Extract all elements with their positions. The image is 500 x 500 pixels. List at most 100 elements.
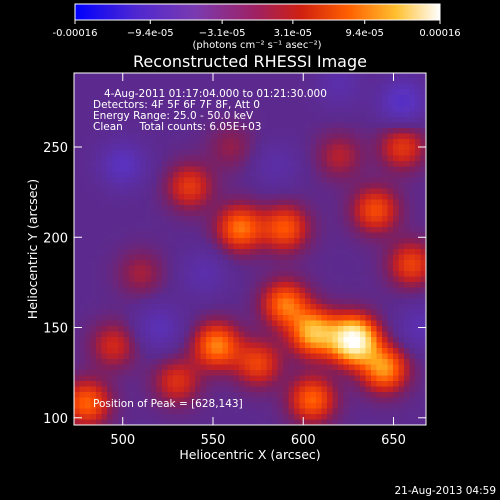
heatmap-cell [80,293,86,299]
heatmap-cell [349,365,355,371]
heatmap-cell [366,106,372,112]
heatmap-cell [206,392,212,398]
heatmap-cell [333,145,339,151]
heatmap-cell [173,271,179,277]
heatmap-cell [327,392,333,398]
heatmap-cell [410,112,416,118]
heatmap-cell [404,403,410,409]
heatmap-cell [151,161,157,167]
heatmap-cell [184,161,190,167]
heatmap-cell [278,178,284,184]
heatmap-cell [393,392,399,398]
heatmap-cell [151,365,157,371]
heatmap-cell [74,326,80,332]
heatmap-cell [267,376,273,382]
heatmap-cell [190,222,196,228]
heatmap-cell [415,216,421,222]
heatmap-cell [305,167,311,173]
heatmap-cell [267,370,273,376]
heatmap-cell [404,321,410,327]
heatmap-cell [410,310,416,316]
heatmap-cell [327,381,333,387]
heatmap-cell [195,365,201,371]
heatmap-cell [157,282,163,288]
heatmap-cell [311,244,317,250]
heatmap-cell [168,381,174,387]
heatmap-cell [311,73,317,79]
heatmap-cell [135,365,141,371]
heatmap-cell [278,337,284,343]
heatmap-cell [410,387,416,393]
heatmap-cell [135,79,141,85]
heatmap-cell [382,172,388,178]
heatmap-cell [206,79,212,85]
heatmap-cell [113,211,119,217]
heatmap-cell [393,354,399,360]
heatmap-cell [371,145,377,151]
heatmap-cell [162,156,168,162]
heatmap-cell [173,315,179,321]
heatmap-cell [256,359,262,365]
heatmap-cell [278,277,284,283]
heatmap-cell [399,337,405,343]
heatmap-cell [300,260,306,266]
heatmap-cell [80,260,86,266]
heatmap-cell [344,84,350,90]
heatmap-cell [393,200,399,206]
heatmap-cell [212,299,218,305]
heatmap-cell [360,310,366,316]
heatmap-cell [234,73,240,79]
heatmap-cell [201,304,207,310]
heatmap-cell [393,238,399,244]
heatmap-cell [96,370,102,376]
heatmap-cell [272,194,278,200]
heatmap-cell [129,304,135,310]
heatmap-cell [223,200,229,206]
heatmap-cell [305,370,311,376]
heatmap-cell [366,326,372,332]
heatmap-cell [234,376,240,382]
heatmap-cell [377,409,383,415]
heatmap-cell [140,288,146,294]
heatmap-cell [410,359,416,365]
heatmap-cell [74,332,80,338]
heatmap-cell [179,310,185,316]
heatmap-cell [124,139,130,145]
heatmap-cell [162,260,168,266]
heatmap-cell [228,73,234,79]
heatmap-cell [256,365,262,371]
heatmap-cell [366,277,372,283]
heatmap-cell [388,381,394,387]
heatmap-cell [305,392,311,398]
heatmap-cell [102,359,108,365]
heatmap-cell [146,150,152,156]
heatmap-cell [355,189,361,195]
heatmap-cell [294,161,300,167]
heatmap-cell [223,376,229,382]
heatmap-cell [300,315,306,321]
heatmap-cell [349,392,355,398]
heatmap-cell [360,161,366,167]
heatmap-cell [217,337,223,343]
heatmap-cell [80,381,86,387]
heatmap-cell [124,337,130,343]
heatmap-cell [129,293,135,299]
heatmap-cell [300,79,306,85]
heatmap-cell [410,321,416,327]
heatmap-cell [404,167,410,173]
heatmap-cell [404,326,410,332]
heatmap-cell [91,392,97,398]
heatmap-cell [393,293,399,299]
heatmap-cell [393,266,399,272]
heatmap-cell [399,106,405,112]
heatmap-cell [129,310,135,316]
heatmap-cell [85,167,91,173]
heatmap-cell [129,150,135,156]
heatmap-cell [146,337,152,343]
heatmap-cell [289,282,295,288]
heatmap-cell [388,321,394,327]
heatmap-cell [124,211,130,217]
heatmap-cell [124,266,130,272]
heatmap-cell [250,321,256,327]
heatmap-cell [278,321,284,327]
